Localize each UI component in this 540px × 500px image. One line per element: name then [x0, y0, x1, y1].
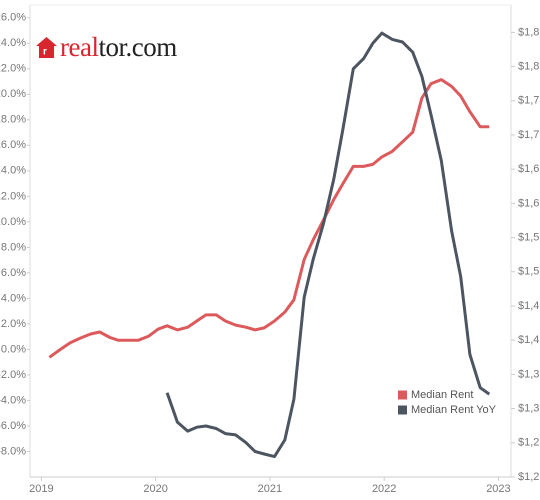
y-tick-label: 10.0%	[0, 216, 26, 228]
y-tick-label: 26.0%	[0, 12, 26, 24]
y-tick-label: 4.0%	[1, 292, 26, 304]
y-tick-label: 16.0%	[0, 139, 26, 151]
brand-part: real	[60, 32, 98, 62]
brand-part: tor.com	[98, 32, 177, 62]
legend-label: Median Rent YoY	[411, 404, 497, 416]
logo: r realtor.com	[36, 32, 178, 62]
y2-tick-label: $1,6	[518, 197, 539, 209]
x-tick-label: 2019	[29, 483, 53, 495]
x-tick-label: 2021	[258, 483, 282, 495]
x-tick-label: 2023	[486, 483, 510, 495]
brand: realtor.com	[60, 32, 177, 62]
y2-tick-label: $1,5	[518, 266, 539, 278]
series-line	[48, 78, 490, 359]
logo-glyph: r	[43, 47, 47, 58]
series-line	[165, 31, 491, 459]
y2-tick-label: $1,6	[518, 163, 539, 175]
y-tick-label: -2.0%	[0, 369, 26, 381]
legend-label: Median Rent	[411, 389, 473, 401]
y2-tick-label: $1,3	[518, 368, 539, 380]
y-tick-label: 20.0%	[0, 88, 26, 100]
y2-tick-label: $1,4	[518, 300, 539, 312]
y2-tick-label: $1,7	[518, 95, 539, 107]
y2-tick-label: $1,2	[518, 471, 539, 483]
logo-roof	[36, 37, 57, 46]
y2-tick-label: $1,3	[518, 403, 539, 415]
legend-swatch	[398, 405, 407, 415]
y-tick-label: 12.0%	[0, 190, 26, 202]
y2-tick-label: $1,7	[518, 129, 539, 141]
y-tick-label: 8.0%	[1, 241, 26, 253]
y-tick-label: -8.0%	[0, 445, 26, 457]
y-tick-label: -4.0%	[0, 394, 26, 406]
y-tick-label: 0.0%	[1, 343, 26, 355]
y-tick-label: 2.0%	[1, 318, 26, 330]
y-tick-label: 18.0%	[0, 114, 26, 126]
x-tick-label: 2020	[143, 483, 167, 495]
y2-tick-label: $1,4	[518, 334, 539, 346]
y-tick-label: 6.0%	[1, 267, 26, 279]
y-tick-label: -6.0%	[0, 420, 26, 432]
y-tick-label: 22.0%	[0, 63, 26, 75]
logo-house	[39, 44, 54, 58]
y2-tick-label: $1,2	[518, 437, 539, 449]
y2-tick-label: $1,5	[518, 231, 539, 243]
y2-tick-label: $1,8	[518, 60, 539, 72]
y-tick-label: 24.0%	[0, 37, 26, 49]
y-tick-label: 14.0%	[0, 165, 26, 177]
y2-tick-label: $1,8	[518, 26, 539, 38]
legend-swatch	[398, 390, 407, 400]
x-tick-label: 2022	[372, 483, 396, 495]
